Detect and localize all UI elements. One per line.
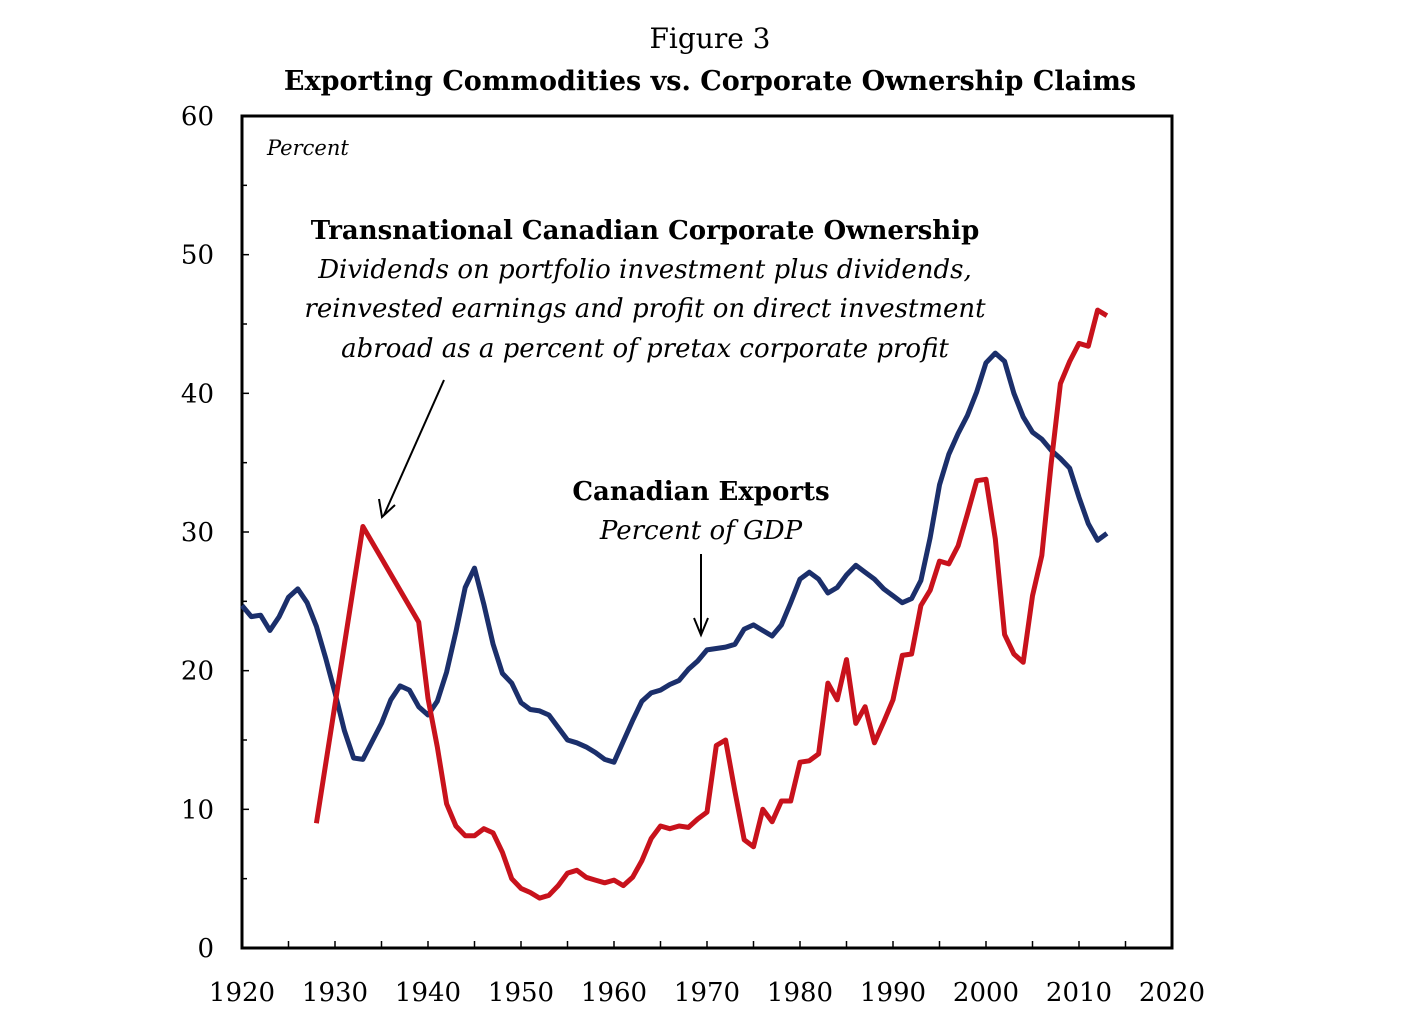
- annotation-exports: Canadian Exports Percent of GDP: [572, 477, 830, 638]
- annotation-exports-title: Canadian Exports: [572, 477, 829, 507]
- y-tick-label: 30: [181, 518, 214, 548]
- figure-label: Figure 3: [649, 22, 770, 55]
- annotation-ownership-line-1: Dividends on portfolio investment plus d…: [317, 255, 972, 285]
- annotation-ownership-line-2: reinvested earnings and profit on direct…: [304, 294, 986, 324]
- chart-title: Exporting Commodities vs. Corporate Owne…: [284, 66, 1136, 97]
- x-tick-label: 2020: [1139, 978, 1205, 1008]
- annotation-ownership-title: Transnational Canadian Corporate Ownersh…: [311, 216, 980, 246]
- x-tick-label: 1950: [488, 978, 554, 1008]
- x-tick-label: 1960: [581, 978, 647, 1008]
- x-tick-label: 2010: [1046, 978, 1112, 1008]
- annotation-ownership: Transnational Canadian Corporate Ownersh…: [304, 216, 986, 519]
- series-line-transnational-canadian-corporate-ownership: [313, 307, 1109, 901]
- annotation-exports-subtitle: Percent of GDP: [599, 516, 803, 546]
- series-layer: [240, 307, 1109, 901]
- y-tick-label: 50: [181, 241, 214, 271]
- x-tick-label: 1970: [674, 978, 740, 1008]
- x-tick-label: 1930: [302, 978, 368, 1008]
- y-axis: 0 10 20 30 40 50 60: [181, 102, 249, 964]
- x-tick-label: 1990: [860, 978, 926, 1008]
- y-tick-label: 60: [181, 102, 214, 132]
- y-axis-unit-label: Percent: [266, 136, 349, 160]
- x-axis: 1920 1930 1940 1950 1960 1970 1980 1990 2000 2010…: [209, 941, 1205, 1008]
- y-tick-label: 10: [181, 795, 214, 825]
- x-tick-label: 1980: [767, 978, 833, 1008]
- y-tick-label: 0: [197, 934, 214, 964]
- y-tick-label: 40: [181, 379, 214, 409]
- y-tick-label: 20: [181, 657, 214, 687]
- annotation-exports-arrow: [693, 554, 709, 638]
- annotation-ownership-arrow: [378, 379, 445, 519]
- series-line-canadian-exports: [240, 350, 1109, 765]
- x-tick-label: 1920: [209, 978, 275, 1008]
- annotation-ownership-line-3: abroad as a percent of pretax corporate …: [341, 334, 949, 364]
- x-tick-label: 2000: [953, 978, 1019, 1008]
- x-tick-label: 1940: [395, 978, 461, 1008]
